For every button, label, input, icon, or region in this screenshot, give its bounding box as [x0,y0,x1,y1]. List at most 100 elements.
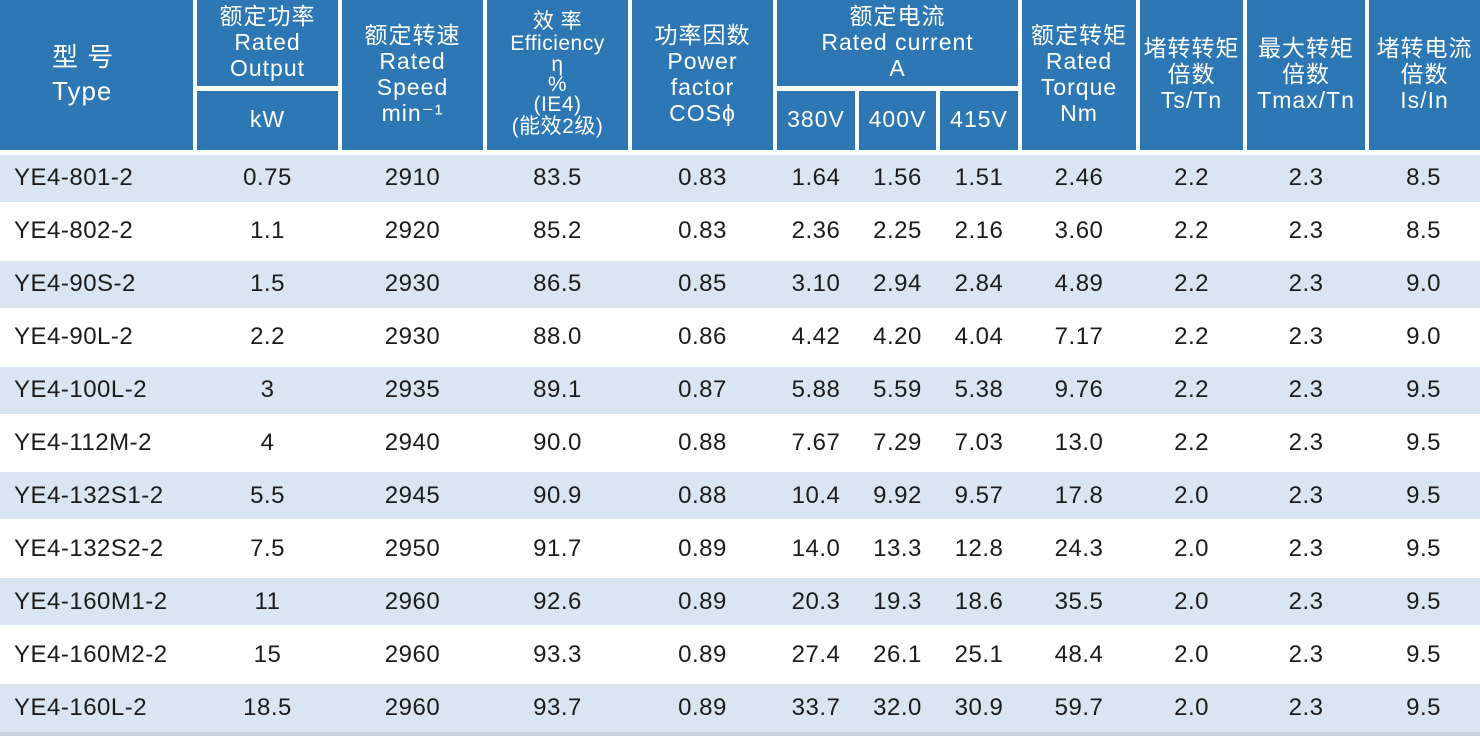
cell-torque: 4.89 [1020,257,1139,314]
col-header-stall-torque-ratio: 堵转转矩 倍数 Ts/Tn [1136,0,1248,155]
cell-type: YE4-132S1-2 [0,469,195,526]
cell-power-factor: 0.83 [630,152,775,208]
cell-current-380v: 33.7 [775,681,857,736]
header-rated-speed-en1: Rated [379,48,446,74]
cell-power-factor: 0.88 [630,416,775,473]
cell-current-380v: 7.67 [775,416,857,473]
cell-torque: 3.60 [1020,204,1139,261]
table-row: YE4-90L-2 2.2 2930 88.0 0.86 4.42 4.20 4.04 7.17… [0,310,1480,367]
cell-type: YE4-160L-2 [0,681,195,736]
header-rated-current-unit: A [889,54,906,81]
cell-output-kw: 15 [195,628,340,685]
table-body: YE4-801-2 0.75 2910 83.5 0.83 1.64 1.56 1.51 2.4… [0,152,1480,736]
cell-type: YE4-801-2 [0,152,195,208]
cell-current-415v: 5.38 [938,363,1021,420]
cell-efficiency: 90.9 [485,469,630,526]
cell-current-380v: 20.3 [775,575,857,632]
cell-tmax-tn: 2.3 [1245,363,1368,420]
cell-power-factor: 0.89 [630,628,775,685]
cell-current-400v: 7.29 [857,416,938,473]
cell-ts-tn: 2.2 [1138,363,1246,420]
cell-current-400v: 2.25 [857,204,938,261]
cell-ts-tn: 2.2 [1138,204,1246,261]
header-stall-current-zh2: 倍数 [1400,60,1449,87]
cell-ts-tn: 2.0 [1138,522,1246,579]
col-header-rated-torque: 额定转矩 Rated Torque Nm [1018,0,1141,155]
header-efficiency-sym: η [551,53,564,77]
cell-tmax-tn: 2.3 [1245,310,1368,367]
header-stall-torque-sym: Ts/Tn [1160,86,1223,113]
cell-is-in: 9.0 [1367,257,1480,314]
table-row: YE4-160M2-2 15 2960 93.3 0.89 27.4 26.1 25.1 48.… [0,628,1480,685]
col-header-kw-unit: kW [193,88,342,155]
cell-current-415v: 25.1 [938,628,1021,685]
cell-speed: 2960 [340,575,485,632]
header-max-torque-sym: Tmax/Tn [1257,86,1355,113]
header-rated-torque-en2: Torque [1040,73,1118,100]
cell-current-400v: 32.0 [857,681,938,736]
cell-speed: 2960 [340,628,485,685]
header-efficiency-pct: % [547,72,568,96]
cell-current-380v: 1.64 [775,152,857,208]
cell-speed: 2940 [340,416,485,473]
cell-current-415v: 4.04 [938,310,1021,367]
col-header-380v: 380V [773,88,859,155]
cell-torque: 24.3 [1020,522,1139,579]
cell-efficiency: 83.5 [485,152,630,208]
cell-torque: 59.7 [1020,681,1139,736]
cell-current-400v: 9.92 [857,469,938,526]
cell-output-kw: 18.5 [195,681,340,736]
cell-output-kw: 11 [195,575,340,632]
table-row: YE4-112M-2 4 2940 90.0 0.88 7.67 7.29 7.03 13.0 2… [0,416,1480,473]
cell-current-415v: 12.8 [938,522,1021,579]
cell-type: YE4-802-2 [0,204,195,261]
header-rated-speed-zh: 额定转速 [364,22,461,49]
cell-power-factor: 0.89 [630,575,775,632]
cell-tmax-tn: 2.3 [1245,469,1368,526]
cell-current-400v: 26.1 [857,628,938,685]
cell-tmax-tn: 2.3 [1245,152,1368,208]
cell-is-in: 9.5 [1367,363,1480,420]
col-header-power-factor: 功率因数 Power factor COSϕ [628,0,777,155]
cell-current-415v: 9.57 [938,469,1021,526]
cell-efficiency: 86.5 [485,257,630,314]
cell-type: YE4-90L-2 [0,310,195,367]
header-rated-output-en1: Rated [234,28,301,55]
cell-torque: 13.0 [1020,416,1139,473]
cell-is-in: 9.5 [1367,416,1480,473]
header-type-en: Type [52,75,113,106]
cell-current-415v: 7.03 [938,416,1021,473]
cell-tmax-tn: 2.3 [1245,257,1368,314]
col-header-rated-output: 额定功率 Rated Output [193,0,342,91]
cell-ts-tn: 2.2 [1138,152,1246,208]
cell-speed: 2935 [340,363,485,420]
cell-ts-tn: 2.2 [1138,416,1246,473]
cell-output-kw: 4 [195,416,340,473]
header-rated-current-en: Rated current [821,28,974,55]
cell-current-415v: 2.84 [938,257,1021,314]
table-row: YE4-132S1-2 5.5 2945 90.9 0.88 10.4 9.92 9.57 17… [0,469,1480,526]
header-efficiency-en: Efficiency [510,32,605,56]
cell-current-380v: 14.0 [775,522,857,579]
header-stall-current-zh1: 堵转电流 [1376,35,1473,62]
cell-power-factor: 0.89 [630,681,775,736]
cell-current-400v: 2.94 [857,257,938,314]
cell-efficiency: 93.7 [485,681,630,736]
col-header-max-torque-ratio: 最大转矩 倍数 Tmax/Tn [1243,0,1370,155]
cell-ts-tn: 2.2 [1138,257,1246,314]
header-power-factor-en2: factor [670,73,735,100]
cell-current-400v: 19.3 [857,575,938,632]
cell-type: YE4-100L-2 [0,363,195,420]
cell-torque: 17.8 [1020,469,1139,526]
header-max-torque-zh1: 最大转矩 [1258,35,1355,62]
table-row: YE4-132S2-2 7.5 2950 91.7 0.89 14.0 13.3 12.8 24… [0,522,1480,579]
cell-power-factor: 0.85 [630,257,775,314]
table-header: 型 号 Type 额定功率 Rated Output 额定转速 Rated Sp… [0,0,1480,155]
header-power-factor-sym: COSϕ [669,99,736,126]
cell-current-400v: 1.56 [857,152,938,208]
header-efficiency-grade2: (能效2级) [511,115,604,139]
cell-ts-tn: 2.0 [1138,628,1246,685]
header-efficiency-grade1: (IE4) [533,93,582,117]
cell-current-400v: 5.59 [857,363,938,420]
